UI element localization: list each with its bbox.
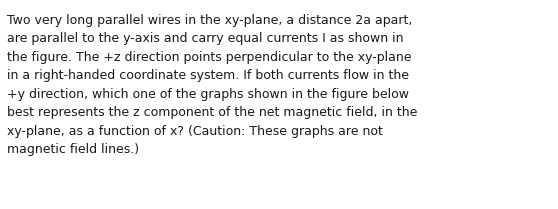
Text: Two very long parallel wires in the xy-plane, a distance 2a apart,
are parallel : Two very long parallel wires in the xy-p… [7,14,417,156]
